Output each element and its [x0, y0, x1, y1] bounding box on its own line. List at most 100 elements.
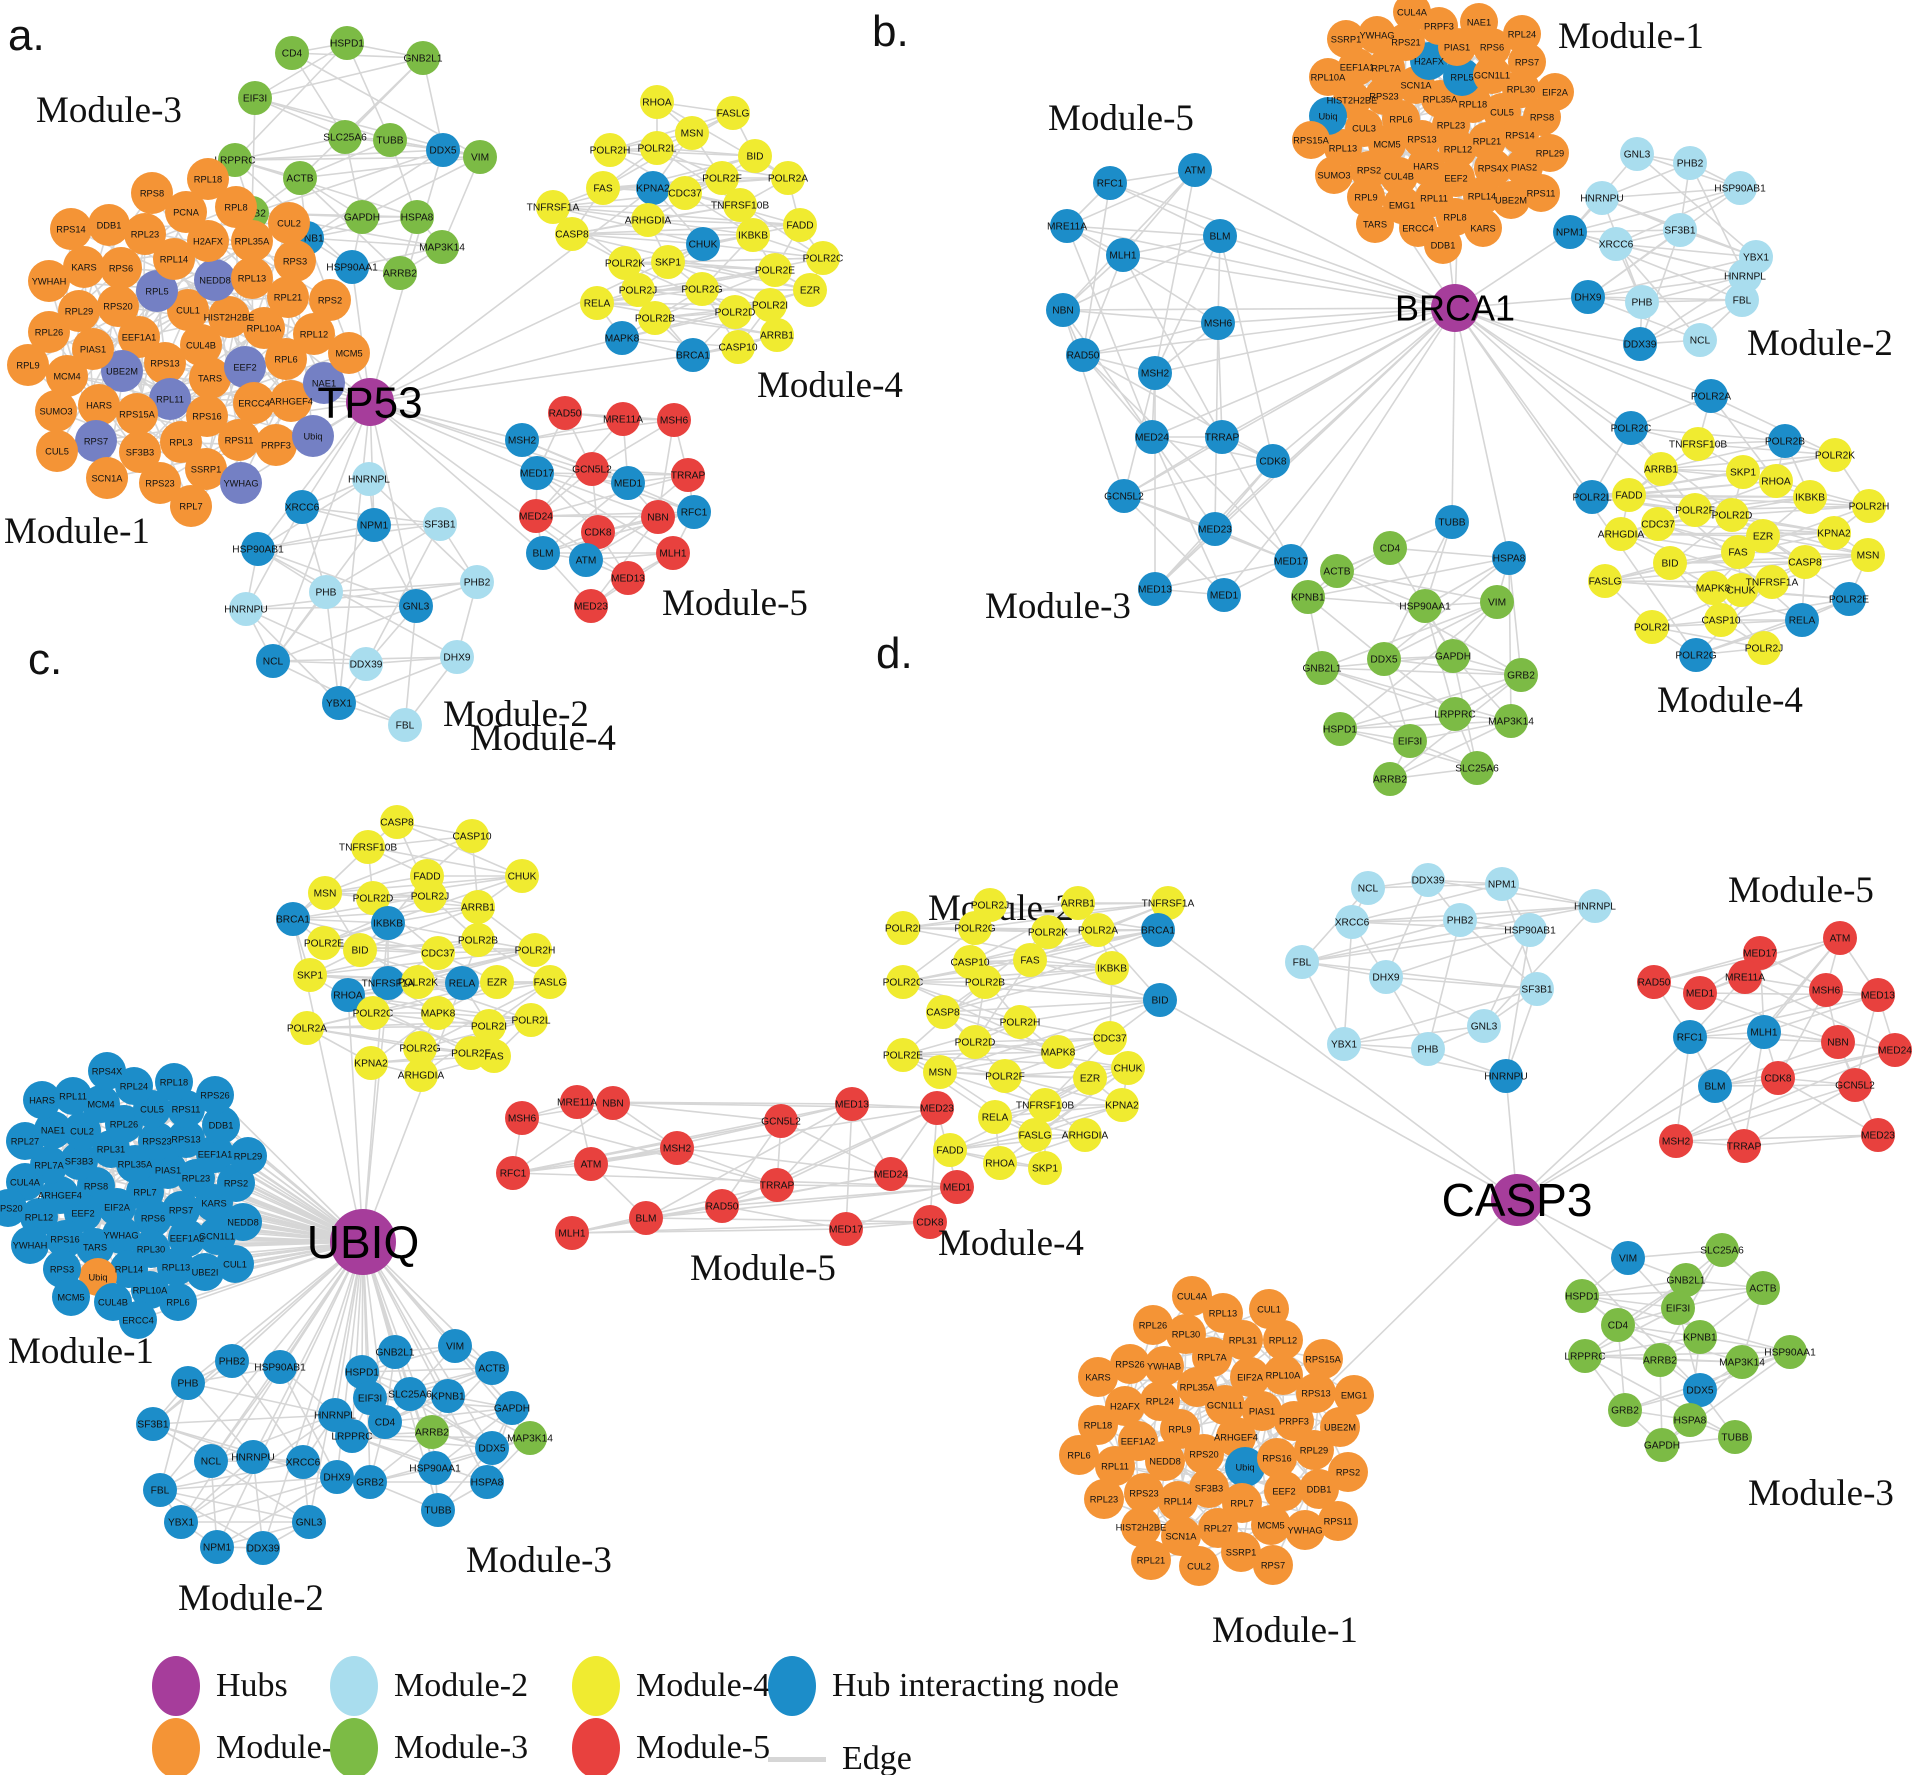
- node-GAPDH[interactable]: [345, 200, 379, 234]
- node-RPS6[interactable]: [100, 247, 142, 289]
- node-POLR2B[interactable]: [968, 965, 1002, 999]
- node-CD4[interactable]: [1601, 1308, 1635, 1342]
- node-RPS2[interactable]: [309, 279, 351, 321]
- node-BID[interactable]: [1653, 546, 1687, 580]
- node-RPL21[interactable]: [267, 276, 309, 318]
- node-BLM[interactable]: [526, 536, 560, 570]
- node-EZR[interactable]: [480, 965, 514, 999]
- node-POLR2B[interactable]: [1768, 424, 1802, 458]
- node-RPS16[interactable]: [1257, 1438, 1297, 1478]
- node-DHX9[interactable]: [320, 1460, 354, 1494]
- node-CUL4A[interactable]: [1172, 1276, 1212, 1316]
- node-HARS[interactable]: [23, 1081, 61, 1119]
- node-BLM[interactable]: [1203, 219, 1237, 253]
- node-CDC37[interactable]: [1093, 1021, 1127, 1055]
- node-POLR2A[interactable]: [1081, 913, 1115, 947]
- node-MED13[interactable]: [1861, 978, 1895, 1012]
- node-ATM[interactable]: [1178, 153, 1212, 187]
- node-POLR2A[interactable]: [290, 1011, 324, 1045]
- node-FADD[interactable]: [1612, 478, 1646, 512]
- node-DDX39[interactable]: [1623, 327, 1657, 361]
- node-RAD50[interactable]: [1637, 965, 1671, 999]
- node-RPL24[interactable]: [1140, 1381, 1180, 1421]
- node-MCM5[interactable]: [1251, 1505, 1291, 1545]
- node-RHOA[interactable]: [1759, 464, 1793, 498]
- node-SF3B1[interactable]: [423, 507, 457, 541]
- node-KPNB1[interactable]: [431, 1379, 465, 1413]
- node-SCN1A[interactable]: [1161, 1516, 1201, 1556]
- node-TRRAP[interactable]: [1205, 420, 1239, 454]
- node-DDX39[interactable]: [349, 647, 383, 681]
- node-POLR2H[interactable]: [593, 133, 627, 167]
- node-KARS[interactable]: [1078, 1357, 1118, 1397]
- node-ERCC4[interactable]: [233, 382, 275, 424]
- node-POLR2E[interactable]: [307, 926, 341, 960]
- node-PIAS1[interactable]: [1242, 1391, 1282, 1431]
- node-CUL1[interactable]: [1249, 1289, 1289, 1329]
- node-IKBKB[interactable]: [371, 906, 405, 940]
- node-CASP10[interactable]: [1704, 603, 1738, 637]
- node-MAP3K14[interactable]: [513, 1421, 547, 1455]
- node-GAPDH[interactable]: [495, 1391, 529, 1425]
- node-IKBKB[interactable]: [736, 218, 770, 252]
- node-ARHGEF4[interactable]: [270, 380, 312, 422]
- node-RPL14[interactable]: [153, 238, 195, 280]
- node-DDX5[interactable]: [426, 133, 460, 167]
- node-CDC37[interactable]: [1641, 507, 1675, 541]
- node-RPS23[interactable]: [138, 1122, 176, 1160]
- node-H2AFX[interactable]: [187, 220, 229, 262]
- node-BID[interactable]: [1143, 983, 1177, 1017]
- node-POLR2C[interactable]: [886, 965, 920, 999]
- node-HIST2H2BE[interactable]: [1121, 1507, 1161, 1547]
- node-CASP10[interactable]: [455, 819, 489, 853]
- node-ARRB2[interactable]: [415, 1415, 449, 1449]
- node-SLC25A6[interactable]: [328, 120, 362, 154]
- node-DDB1[interactable]: [202, 1106, 240, 1144]
- node-ARRB1[interactable]: [1061, 886, 1095, 920]
- node-SKP1[interactable]: [651, 245, 685, 279]
- node-RPL5[interactable]: [136, 270, 178, 312]
- node-FBL[interactable]: [143, 1473, 177, 1507]
- node-ARHGDIA[interactable]: [404, 1058, 438, 1092]
- node-RPL10A[interactable]: [243, 307, 285, 349]
- node-GRB2[interactable]: [353, 1465, 387, 1499]
- node-HNRNPU[interactable]: [1585, 181, 1619, 215]
- node-GAPDH[interactable]: [1436, 639, 1470, 673]
- node-BID[interactable]: [343, 933, 377, 967]
- node-SCN1A[interactable]: [86, 457, 128, 499]
- node-CASP8[interactable]: [1788, 545, 1822, 579]
- node-ARRB2[interactable]: [383, 256, 417, 290]
- node-POLR2D[interactable]: [356, 881, 390, 915]
- node-MSH6[interactable]: [1201, 306, 1235, 340]
- node-RPL26[interactable]: [1133, 1305, 1173, 1345]
- node-BLM[interactable]: [629, 1201, 663, 1235]
- node-RPL10A[interactable]: [1309, 58, 1347, 96]
- node-MED17[interactable]: [829, 1212, 863, 1246]
- node-MAPK8[interactable]: [1696, 571, 1730, 605]
- node-MED1[interactable]: [1207, 578, 1241, 612]
- node-DDB1[interactable]: [88, 204, 130, 246]
- node-FBL[interactable]: [1725, 283, 1759, 317]
- node-RPL12[interactable]: [1439, 130, 1477, 168]
- node-RPL23[interactable]: [1084, 1479, 1124, 1519]
- node-RPS4X[interactable]: [88, 1052, 126, 1090]
- node-POLR2C[interactable]: [806, 241, 840, 275]
- node-TUBB[interactable]: [1718, 1420, 1752, 1454]
- node-DDB1[interactable]: [1299, 1469, 1339, 1509]
- node-BRCA1[interactable]: [1141, 913, 1175, 947]
- node-ERCC4[interactable]: [119, 1301, 157, 1339]
- node-SLC25A6[interactable]: [1460, 751, 1494, 785]
- node-MED23[interactable]: [574, 589, 608, 623]
- node-RPS26[interactable]: [1110, 1344, 1150, 1384]
- node-GRB2[interactable]: [1504, 658, 1538, 692]
- node-RPL14[interactable]: [1463, 177, 1501, 215]
- node-TUBB[interactable]: [373, 123, 407, 157]
- node-LRPPRC[interactable]: [218, 143, 252, 177]
- node-MRE11A[interactable]: [606, 402, 640, 436]
- node-MED24[interactable]: [1878, 1033, 1912, 1067]
- node-NCL[interactable]: [1683, 323, 1717, 357]
- node-DDX5[interactable]: [1683, 1373, 1717, 1407]
- node-Ubiq[interactable]: [292, 415, 334, 457]
- node-DDB1[interactable]: [1424, 226, 1462, 264]
- node-CUL2[interactable]: [63, 1112, 101, 1150]
